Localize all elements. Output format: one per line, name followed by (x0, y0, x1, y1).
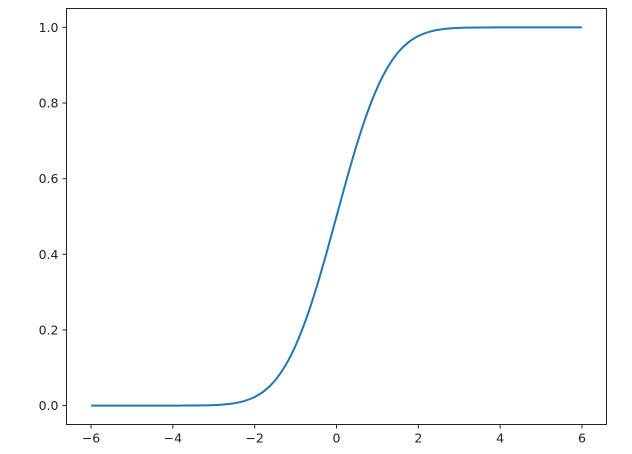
axes-frame (66, 8, 607, 425)
x-tick-label: 2 (414, 431, 422, 446)
x-axis: −6 −4 −2 0 2 4 6 (82, 424, 586, 446)
series-line (91, 26, 582, 407)
y-tick-label: 0.0 (39, 398, 59, 413)
x-tick-label: 4 (496, 431, 504, 446)
y-tick-label: 0.6 (39, 171, 59, 186)
y-tick-label: 1.0 (39, 20, 59, 35)
x-tick-label: 0 (333, 431, 341, 446)
x-tick-label: 6 (578, 431, 586, 446)
y-axis: 0.0 0.2 0.4 0.6 0.8 1.0 (39, 20, 67, 413)
y-tick-label: 0.8 (39, 96, 59, 111)
y-tick-label: 0.4 (39, 247, 59, 262)
x-tick-label: −4 (164, 431, 182, 446)
y-tick-label: 0.2 (39, 322, 59, 337)
x-tick-label: −6 (82, 431, 100, 446)
x-tick-label: −2 (245, 431, 263, 446)
